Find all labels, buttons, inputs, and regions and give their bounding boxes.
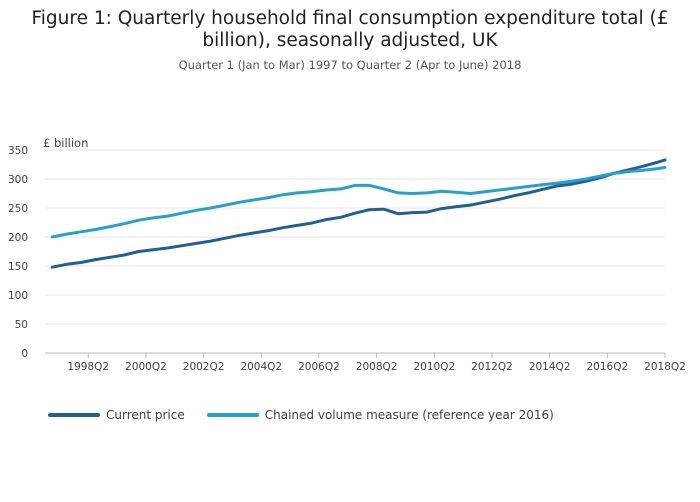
x-tick-label: 2010Q2 [413,361,455,373]
legend-label-chained-volume: Chained volume measure (reference year 2… [264,408,554,422]
y-tick-label: 300 [8,174,28,186]
legend-swatch-current-price [48,413,100,417]
y-tick-label: 100 [8,290,28,302]
y-tick-label: 150 [8,261,28,273]
x-tick-label: 2016Q2 [586,361,628,373]
series-line-0[interactable] [50,158,667,269]
x-tick-label: 2008Q2 [356,361,398,373]
x-tick-label: 2000Q2 [125,361,167,373]
x-tick-label: 2002Q2 [183,361,225,373]
x-tick-label: 2018Q2 [644,361,686,373]
x-tick-label: 2012Q2 [471,361,513,373]
legend-item-current-price[interactable]: Current price [48,408,185,422]
y-tick-label: 350 [8,145,28,157]
legend-label-current-price: Current price [106,408,185,422]
chart-subtitle: Quarter 1 (Jan to Mar) 1997 to Quarter 2… [178,58,522,72]
y-tick-label: 50 [15,319,28,331]
chart-legend: Current price Chained volume measure (re… [48,408,576,422]
series-lines [50,158,667,269]
y-tick-label: 0 [21,348,28,360]
x-tick-label: 2004Q2 [240,361,282,373]
x-tick-label: 2006Q2 [298,361,340,373]
legend-item-chained-volume[interactable]: Chained volume measure (reference year 2… [206,408,554,422]
y-tick-label: 250 [8,203,28,215]
x-axis-ticks: 1998Q2 2000Q2 2002Q2 2004Q2 2006Q2 2008Q2 2010… [67,353,686,373]
legend-swatch-chained-volume [206,413,259,417]
x-tick-label: 2014Q2 [529,361,571,373]
series-line-1[interactable] [50,165,667,239]
gridlines [45,149,665,354]
y-axis-ticks: 0 50 100 150 200 250 300 350 [8,145,28,360]
y-tick-label: 200 [8,232,28,244]
chart-title: Figure 1: Quarterly household final cons… [31,8,669,51]
x-tick-label: 1998Q2 [67,361,109,373]
y-axis-label: £ billion [43,136,88,150]
